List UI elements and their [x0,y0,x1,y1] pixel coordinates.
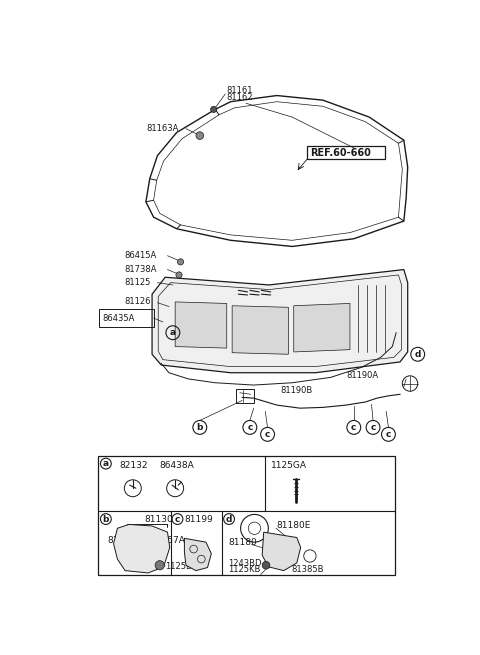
Text: 81163A: 81163A [146,124,178,133]
Text: 81125: 81125 [124,278,151,287]
Text: a: a [103,459,109,468]
Circle shape [262,561,270,569]
Text: 81190B: 81190B [281,386,313,395]
Polygon shape [175,302,227,348]
Text: 81195: 81195 [108,536,136,545]
Text: a: a [170,328,176,337]
Polygon shape [294,303,350,352]
Text: b: b [197,423,203,432]
Polygon shape [114,525,170,573]
Text: 1125KB: 1125KB [228,565,261,574]
Text: 81738A: 81738A [124,265,157,274]
Text: c: c [371,423,376,432]
Text: 81190A: 81190A [346,371,378,381]
Text: 81161: 81161 [227,86,253,96]
Text: c: c [247,423,252,432]
Polygon shape [262,532,300,571]
Polygon shape [152,270,408,373]
Text: d: d [415,350,421,359]
Text: 81385B: 81385B [291,565,324,574]
Text: 81130: 81130 [144,515,173,523]
Polygon shape [232,306,288,354]
Text: c: c [386,430,391,439]
Circle shape [211,106,217,113]
Text: REF.60-660: REF.60-660 [310,147,371,157]
Circle shape [176,272,182,278]
Text: c: c [175,515,180,523]
Text: 81126: 81126 [124,297,151,307]
Text: 86157A: 86157A [151,536,185,545]
Text: 81162: 81162 [227,92,253,102]
Text: 86438A: 86438A [160,460,194,470]
Text: 1243BD: 1243BD [228,559,262,568]
Circle shape [155,561,164,570]
Text: 86435A: 86435A [102,314,134,322]
Text: c: c [351,423,357,432]
Text: d: d [226,515,232,523]
Polygon shape [184,538,211,571]
Circle shape [178,259,184,265]
Text: 1125DB: 1125DB [165,562,199,571]
Text: 81180E: 81180E [276,521,311,530]
Text: 82132: 82132 [120,460,148,470]
Text: 81180: 81180 [228,538,257,547]
Text: 81199: 81199 [184,515,213,523]
Circle shape [196,132,204,140]
Text: c: c [265,430,270,439]
Text: 1125GA: 1125GA [271,460,307,470]
Text: b: b [103,515,109,523]
Text: 86415A: 86415A [124,252,156,260]
